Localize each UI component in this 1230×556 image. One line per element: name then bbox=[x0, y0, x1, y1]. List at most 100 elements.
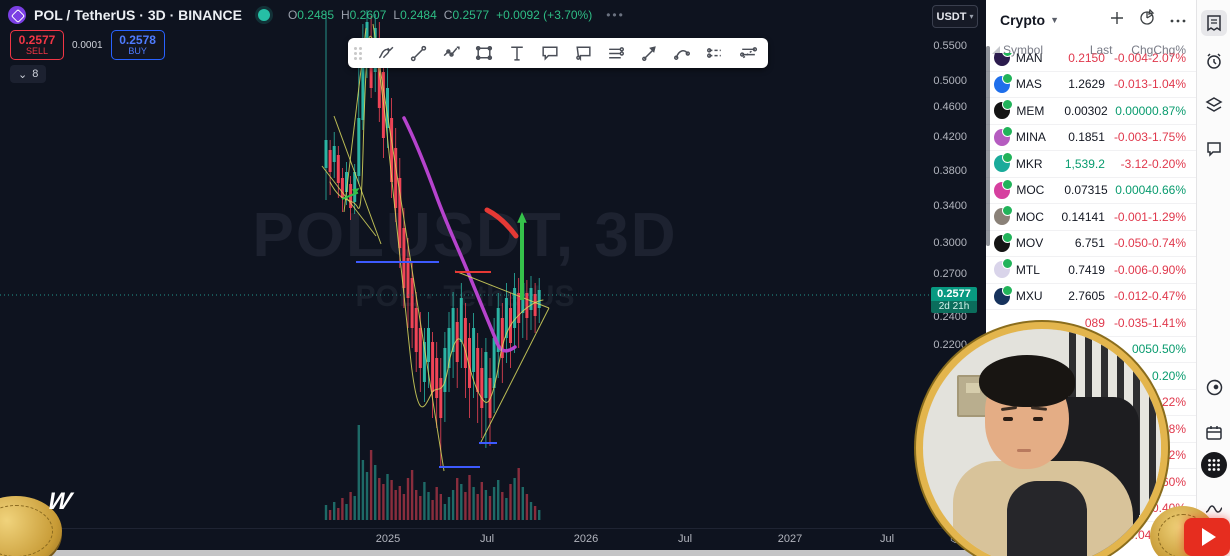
table-row[interactable]: MOC 0.14141 -0.001 -1.29% bbox=[986, 203, 1196, 230]
change-cell: -3.12 bbox=[1120, 156, 1148, 171]
text-icon[interactable] bbox=[502, 40, 531, 66]
target-icon[interactable] bbox=[1201, 374, 1227, 400]
table-row[interactable]: MXU 2.7605 -0.012 -0.47% bbox=[986, 282, 1196, 310]
table-row[interactable]: MTL 0.7419 -0.006 -0.90% bbox=[986, 256, 1196, 283]
time-tick: 2026 bbox=[573, 533, 599, 545]
add-symbol-icon[interactable] bbox=[1109, 10, 1125, 31]
last-price-cell: 1,539.2 bbox=[1064, 156, 1105, 171]
header-more-icon[interactable]: ••• bbox=[606, 8, 625, 22]
spread-value: 0.0001 bbox=[72, 39, 103, 51]
more-menu-icon[interactable] bbox=[1170, 11, 1186, 29]
watchlist-title[interactable]: Crypto bbox=[1000, 12, 1046, 28]
last-price-cell: 0.7419 bbox=[1068, 262, 1105, 277]
chevron-down-icon: ⌄ bbox=[18, 68, 28, 81]
drag-handle[interactable] bbox=[354, 46, 362, 60]
table-row[interactable]: MEM 0.00302 0.0000 0.87% bbox=[986, 97, 1196, 124]
table-row[interactable]: MAS 1.2629 -0.013 -1.04% bbox=[986, 70, 1196, 98]
horizontal-ray-icon[interactable] bbox=[700, 40, 729, 66]
indicator-count: 8 bbox=[32, 68, 39, 80]
chat-icon[interactable] bbox=[1201, 136, 1227, 162]
live-badge-icon bbox=[1001, 205, 1013, 217]
ohlc-value: O0.2485 bbox=[287, 8, 334, 22]
brush-icon[interactable] bbox=[370, 40, 399, 66]
coin-icon bbox=[994, 99, 1014, 120]
table-row[interactable]: 089 -0.035 -1.41% bbox=[986, 309, 1196, 336]
parallel-channel-icon[interactable] bbox=[601, 40, 630, 66]
change-cell: -0.013 bbox=[1113, 77, 1148, 92]
webcam-overlay bbox=[916, 322, 1168, 556]
change-cell: -0.004 bbox=[1113, 53, 1148, 65]
coin-icon bbox=[994, 205, 1013, 226]
apps-grid-icon[interactable] bbox=[1201, 452, 1227, 478]
chart-panel[interactable]: POLUSDT, 3D POL · TetherUS POL / TetherU… bbox=[0, 0, 980, 556]
layers-icon[interactable] bbox=[1201, 92, 1227, 118]
change-pct-cell: -1.75% bbox=[1147, 130, 1186, 145]
table-row[interactable]: MOC 0.07315 0.0004 0.66% bbox=[986, 176, 1196, 204]
coin-icon bbox=[994, 231, 1013, 252]
coin-icon bbox=[994, 258, 1013, 279]
buy-button[interactable]: 0.2578 BUY bbox=[110, 30, 165, 60]
currency-toggle-button[interactable]: USDT ▾ bbox=[932, 5, 978, 28]
cross-line-icon[interactable] bbox=[733, 40, 762, 66]
table-row[interactable]: MAN 0.2150 -0.004 -2.07% bbox=[986, 53, 1196, 71]
watchlist-header: Crypto ▼ bbox=[986, 0, 1196, 40]
coin-icon bbox=[994, 72, 1013, 93]
callout-icon[interactable] bbox=[535, 40, 564, 66]
change-pct-cell: -0.90% bbox=[1147, 262, 1186, 277]
arrow-marker-icon[interactable] bbox=[634, 40, 663, 66]
change-cell: -0.006 bbox=[1113, 262, 1148, 277]
curve-icon[interactable] bbox=[667, 40, 696, 66]
table-row[interactable]: MKR 1,539.2 -3.12 -0.20% bbox=[986, 150, 1196, 177]
filter-icon bbox=[992, 46, 1000, 54]
market-status-icon[interactable] bbox=[257, 9, 270, 21]
change-cell: -0.035 bbox=[1113, 315, 1148, 330]
table-row[interactable]: MINA 0.1851 -0.003 -1.75% bbox=[986, 123, 1196, 151]
candlestick-chart[interactable] bbox=[0, 0, 980, 528]
chart-header: POL / TetherUS · 3D · BINANCE O0.2485 H0.… bbox=[8, 6, 625, 24]
bottom-edge-strip bbox=[0, 550, 980, 556]
rectangle-icon[interactable] bbox=[469, 40, 498, 66]
change-pct-cell: -1.29% bbox=[1147, 209, 1186, 224]
buy-price: 0.2578 bbox=[119, 32, 156, 47]
time-tick: 2025 bbox=[375, 533, 401, 545]
panel-divider[interactable] bbox=[980, 0, 986, 556]
time-tick: Jul bbox=[879, 533, 895, 545]
play-button-overlay[interactable] bbox=[1184, 518, 1230, 556]
sell-button[interactable]: 0.2577 SELL bbox=[10, 30, 64, 60]
symbol-cell: MEM bbox=[1016, 103, 1045, 118]
live-badge-icon bbox=[1001, 53, 1013, 58]
pie-chart-icon[interactable] bbox=[1139, 8, 1156, 31]
presenter-eye bbox=[1003, 417, 1013, 421]
symbol-title[interactable]: POL / TetherUS · 3D · BINANCE bbox=[34, 7, 242, 23]
change-pct-cell: -0.47% bbox=[1147, 289, 1186, 304]
live-badge-icon bbox=[1001, 284, 1013, 296]
change-cell: -0.012 bbox=[1113, 289, 1148, 304]
polyline-icon[interactable] bbox=[436, 40, 465, 66]
last-price-cell: 6.751 bbox=[1074, 236, 1105, 251]
current-price: 0.2577 bbox=[931, 287, 977, 301]
watchlist-icon[interactable] bbox=[1201, 10, 1227, 36]
live-badge-icon bbox=[1001, 72, 1013, 84]
time-tick: Jul bbox=[479, 533, 495, 545]
time-scale[interactable]: 2025 Jul 2026 Jul 2027 Jul bbox=[0, 528, 980, 551]
activity-icon[interactable] bbox=[1201, 496, 1227, 522]
change-cell: -0.001 bbox=[1113, 209, 1148, 224]
symbol-cell: MAN bbox=[1015, 53, 1043, 65]
live-badge-icon bbox=[1002, 99, 1014, 111]
price-change: +0.0092 (+3.70%) bbox=[496, 8, 593, 22]
drawing-toolbar[interactable] bbox=[348, 38, 768, 68]
time-tick: Jul bbox=[677, 533, 693, 545]
coin-icon bbox=[994, 178, 1014, 199]
watchlist-scrollbar[interactable] bbox=[986, 46, 990, 246]
presenter-hair bbox=[979, 355, 1075, 407]
calendar-icon[interactable] bbox=[1201, 420, 1227, 446]
comment-icon[interactable] bbox=[568, 40, 597, 66]
alarm-clock-icon[interactable] bbox=[1201, 48, 1227, 74]
last-price-cell: 0.2150 bbox=[1068, 53, 1105, 65]
last-price-cell: 2.7605 bbox=[1068, 289, 1105, 304]
indicator-count-badge[interactable]: ⌄ 8 bbox=[10, 65, 47, 83]
watchlist-column-headers[interactable]: Symbol Last Chg Chg% bbox=[986, 40, 1196, 60]
table-row[interactable]: MOV 6.751 -0.050 -0.74% bbox=[986, 229, 1196, 257]
trend-line-icon[interactable] bbox=[403, 40, 432, 66]
last-price-cell: 0.07315 bbox=[1064, 183, 1108, 198]
